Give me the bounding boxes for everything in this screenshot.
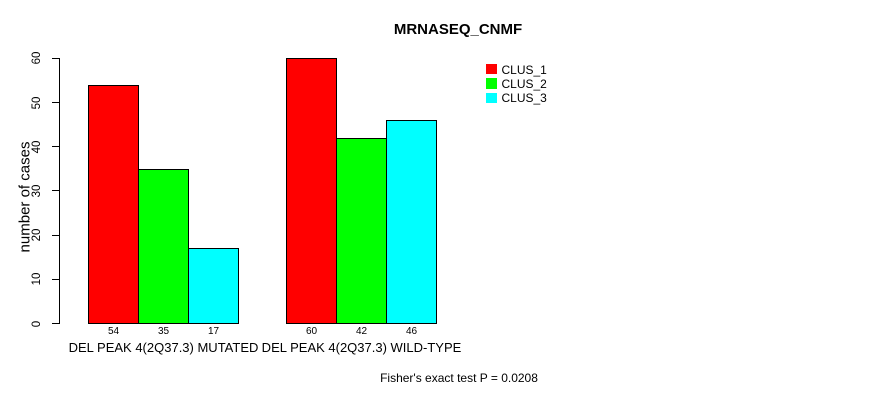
bar-clus_1-group1 xyxy=(88,84,139,325)
statistical-test-footnote: Fisher's exact test P = 0.0208 xyxy=(380,371,538,385)
bar-clus_1-group2 xyxy=(286,58,337,325)
legend-entry: CLUS_3 xyxy=(486,91,547,105)
bar-clus_2-group2 xyxy=(336,137,387,325)
y-axis-tick xyxy=(52,57,60,59)
bar-value-label: 46 xyxy=(405,326,418,337)
legend-label: CLUS_1 xyxy=(501,62,547,77)
bar-value-label: 60 xyxy=(305,326,318,337)
bar-clus_3-group2 xyxy=(386,120,437,325)
legend-entry: CLUS_2 xyxy=(486,76,547,90)
chart-title: MRNASEQ_CNMF xyxy=(393,21,523,38)
bar-clus_3-group1 xyxy=(188,248,239,325)
y-axis-line xyxy=(59,58,60,325)
legend-label: CLUS_2 xyxy=(501,77,547,92)
bar-value-label: 54 xyxy=(107,326,120,337)
legend-label: CLUS_3 xyxy=(501,91,547,106)
bar-value-label: 42 xyxy=(355,326,368,337)
legend: CLUS_1 CLUS_2 CLUS_3 xyxy=(486,62,547,105)
legend-swatch-clus-3 xyxy=(486,92,497,104)
y-axis-tick xyxy=(52,323,60,324)
legend-swatch-clus-1 xyxy=(486,63,497,75)
y-axis-tick xyxy=(52,190,60,192)
y-axis-tick-label: 40 xyxy=(31,140,43,154)
bar-value-label: 35 xyxy=(157,326,170,337)
x-category-label: DEL PEAK 4(2Q37.3) MUTATED xyxy=(68,340,259,355)
legend-entry: CLUS_1 xyxy=(486,62,547,76)
bar-value-label: 17 xyxy=(207,326,220,337)
y-axis-tick xyxy=(52,146,60,148)
y-axis-tick xyxy=(52,234,60,236)
y-axis-tick xyxy=(52,278,60,280)
x-category-label: DEL PEAK 4(2Q37.3) WILD-TYPE xyxy=(261,340,462,355)
y-axis-tick-label: 60 xyxy=(31,51,43,65)
y-axis-tick-label: 10 xyxy=(31,272,43,286)
legend-swatch-clus-2 xyxy=(486,78,497,89)
y-axis-tick-label: 20 xyxy=(31,228,43,242)
y-axis-tick-label: 50 xyxy=(31,96,43,109)
y-axis-tick-label: 0 xyxy=(31,320,43,327)
y-axis-tick-label: 30 xyxy=(31,184,43,198)
bar-clus_2-group1 xyxy=(138,168,189,325)
y-axis-tick xyxy=(52,102,60,103)
